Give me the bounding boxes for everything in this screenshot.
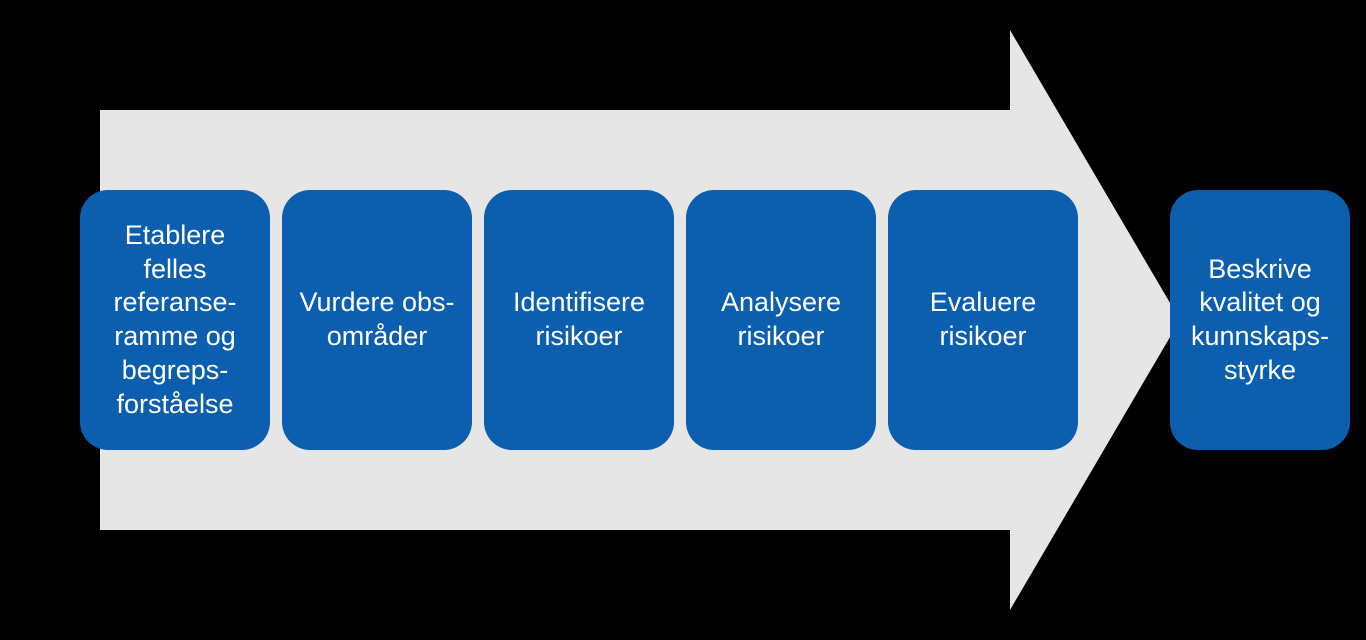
step-1: Etablere felles referanse-ramme og begre… (80, 190, 270, 450)
step-2: Vurdere obs-områder (282, 190, 472, 450)
step-1-label: Etablere felles referanse-ramme og begre… (90, 219, 260, 422)
step-3-label: Identifisere risikoer (494, 286, 664, 354)
step-6-label: Beskrive kvalitet og kunnskaps-styrke (1180, 253, 1340, 388)
step-4: Analysere risikoer (686, 190, 876, 450)
step-4-label: Analysere risikoer (696, 286, 866, 354)
step-2-label: Vurdere obs-områder (292, 286, 462, 354)
step-5-label: Evaluere risikoer (898, 286, 1068, 354)
step-3: Identifisere risikoer (484, 190, 674, 450)
step-5: Evaluere risikoer (888, 190, 1078, 450)
step-6: Beskrive kvalitet og kunnskaps-styrke (1170, 190, 1350, 450)
diagram-canvas: Etablere felles referanse-ramme og begre… (0, 0, 1366, 640)
